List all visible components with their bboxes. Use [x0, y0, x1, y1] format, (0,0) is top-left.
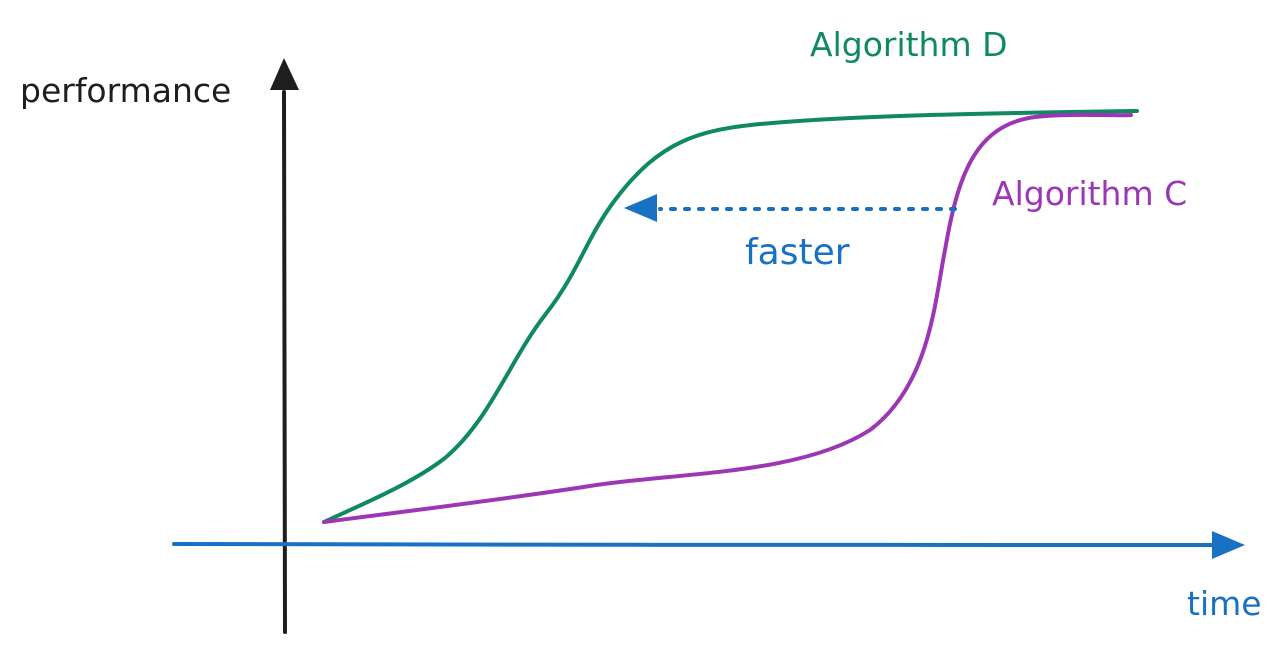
x-axis-line	[172, 542, 1216, 547]
series-label-algorithm-d: Algorithm D	[810, 25, 1008, 64]
y-axis-label: performance	[20, 71, 231, 110]
series-label-algorithm-c: Algorithm C	[992, 174, 1187, 213]
faster-arrowhead	[624, 194, 657, 222]
y-axis-line	[282, 90, 287, 634]
series-line-algorithm-c	[322, 112, 1133, 524]
annotation-faster: faster	[745, 232, 850, 273]
y-axis-arrowhead	[270, 58, 299, 90]
x-axis-label: time	[1187, 584, 1262, 623]
x-axis-arrowhead	[1212, 531, 1245, 559]
series-line-algorithm-d	[322, 109, 1139, 524]
